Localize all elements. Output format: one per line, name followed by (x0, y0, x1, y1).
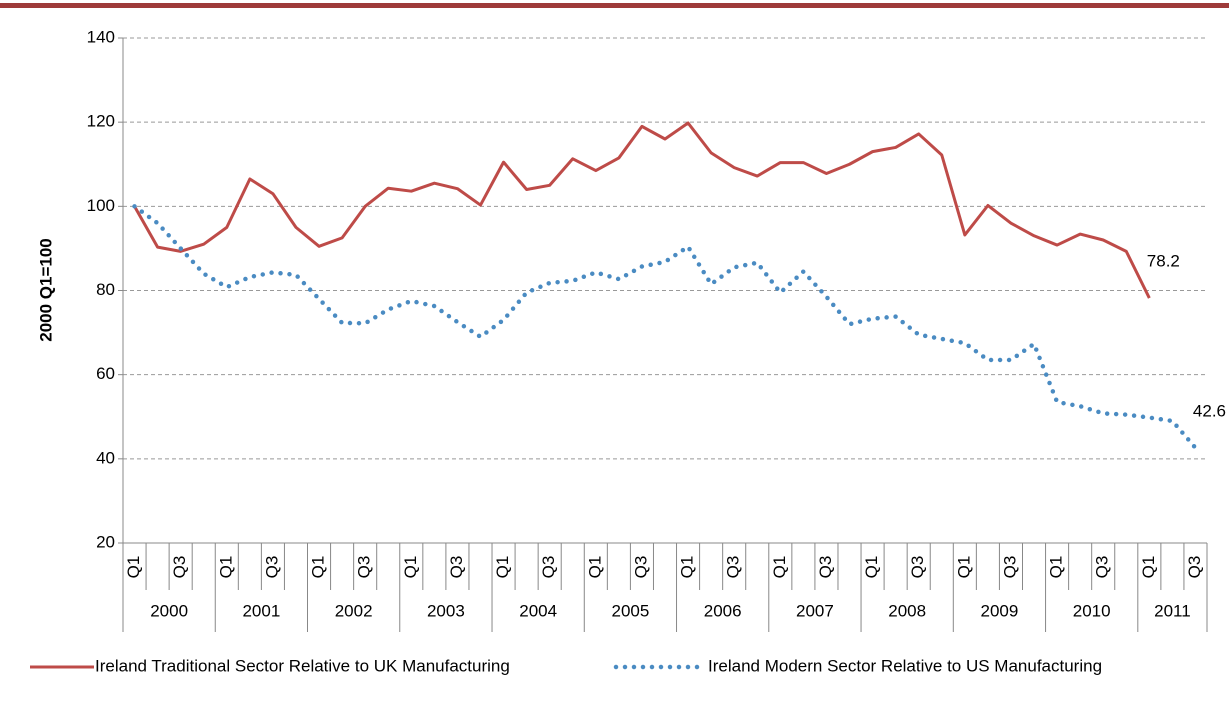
x-tick-label: Q1 (124, 556, 143, 579)
year-label: 2007 (796, 601, 834, 620)
x-tick-label: Q1 (1139, 556, 1158, 579)
series-line (133, 121, 1151, 299)
y-tick-label: 80 (96, 280, 115, 299)
year-label: 2004 (519, 601, 557, 620)
top-bar (0, 3, 1229, 8)
year-label: 2011 (1154, 601, 1191, 620)
x-tick-label: Q1 (1047, 556, 1066, 579)
year-label: 2008 (888, 601, 926, 620)
year-label: 2002 (335, 601, 373, 620)
x-tick-label: Q1 (678, 556, 697, 579)
data-label: 78.2 (1147, 252, 1180, 271)
x-tick-label: Q3 (1093, 556, 1112, 579)
y-tick-label: 140 (87, 27, 115, 46)
legend-label: Ireland Traditional Sector Relative to U… (95, 656, 510, 675)
y-tick-label: 100 (87, 196, 115, 215)
year-label: 2009 (981, 601, 1019, 620)
legend-label: Ireland Modern Sector Relative to US Man… (708, 656, 1102, 675)
x-tick-label: Q1 (862, 556, 881, 579)
x-tick-label: Q3 (262, 556, 281, 579)
x-tick-label: Q3 (816, 556, 835, 579)
x-tick-label: Q1 (954, 556, 973, 579)
year-label: 2010 (1073, 601, 1111, 620)
year-label: 2003 (427, 601, 465, 620)
x-tick-label: Q1 (770, 556, 789, 579)
data-label: 42.6 (1193, 401, 1226, 420)
x-tick-label: Q3 (170, 556, 189, 579)
x-tick-label: Q3 (724, 556, 743, 579)
series-line (132, 204, 1198, 451)
year-label: 2005 (611, 601, 649, 620)
y-tick-label: 60 (96, 364, 115, 383)
x-tick-label: Q1 (309, 556, 328, 579)
x-tick-label: Q3 (908, 556, 927, 579)
year-label: 2000 (150, 601, 188, 620)
x-tick-label: Q1 (493, 556, 512, 579)
y-tick-label: 40 (96, 448, 115, 467)
x-tick-label: Q1 (585, 556, 604, 579)
x-tick-label: Q3 (447, 556, 466, 579)
y-axis-label: 2000 Q1=100 (36, 238, 55, 342)
x-tick-label: Q1 (216, 556, 235, 579)
x-tick-label: Q3 (355, 556, 374, 579)
x-tick-label: Q3 (539, 556, 558, 579)
year-label: 2006 (704, 601, 742, 620)
year-label: 2001 (242, 601, 280, 620)
y-tick-label: 120 (87, 112, 115, 131)
y-tick-label: 20 (96, 532, 115, 551)
x-tick-label: Q3 (631, 556, 650, 579)
x-tick-label: Q1 (401, 556, 420, 579)
x-tick-label: Q3 (1000, 556, 1019, 579)
x-tick-label: Q3 (1185, 556, 1204, 579)
